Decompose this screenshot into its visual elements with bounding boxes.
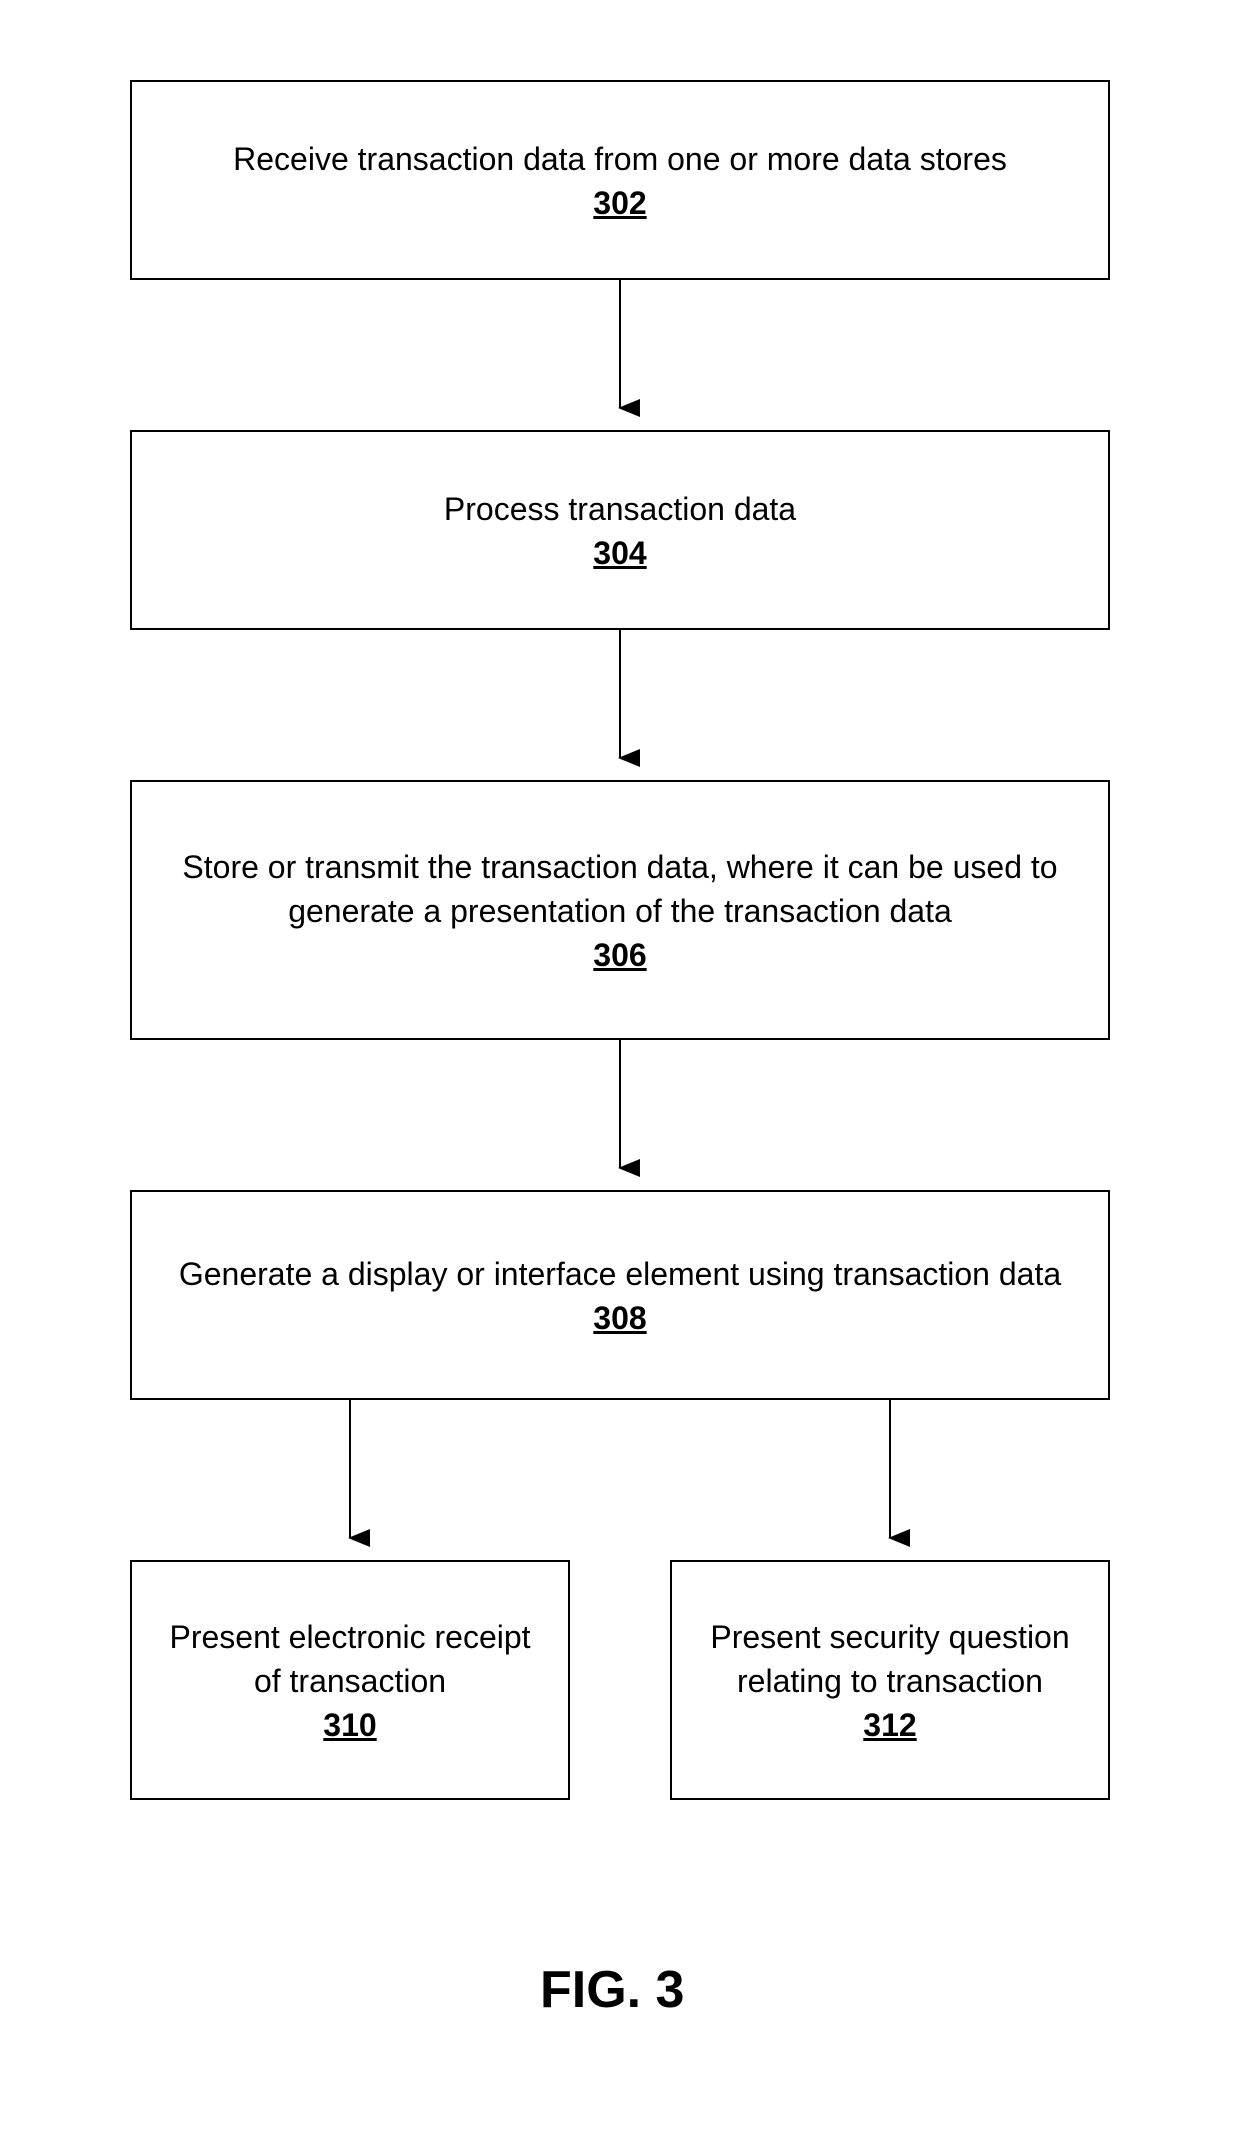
node-306-text: Store or transmit the transaction data, …	[162, 846, 1078, 932]
node-310-text: Present electronic receipt of transactio…	[162, 1616, 538, 1702]
arrows-layer	[0, 0, 1240, 2144]
node-310: Present electronic receipt of transactio…	[130, 1560, 570, 1800]
node-308: Generate a display or interface element …	[130, 1190, 1110, 1400]
node-302-text: Receive transaction data from one or mor…	[233, 138, 1007, 181]
figure-label: FIG. 3	[540, 1960, 684, 2020]
node-302-num: 302	[593, 185, 646, 222]
node-308-text: Generate a display or interface element …	[179, 1253, 1061, 1296]
node-312: Present security question relating to tr…	[670, 1560, 1110, 1800]
node-310-num: 310	[323, 1707, 376, 1744]
node-308-num: 308	[593, 1300, 646, 1337]
node-306: Store or transmit the transaction data, …	[130, 780, 1110, 1040]
node-312-num: 312	[863, 1707, 916, 1744]
flowchart-canvas: Receive transaction data from one or mor…	[0, 0, 1240, 2144]
node-304: Process transaction data 304	[130, 430, 1110, 630]
node-304-num: 304	[593, 535, 646, 572]
node-302: Receive transaction data from one or mor…	[130, 80, 1110, 280]
node-312-text: Present security question relating to tr…	[702, 1616, 1078, 1702]
node-304-text: Process transaction data	[444, 488, 796, 531]
node-306-num: 306	[593, 937, 646, 974]
